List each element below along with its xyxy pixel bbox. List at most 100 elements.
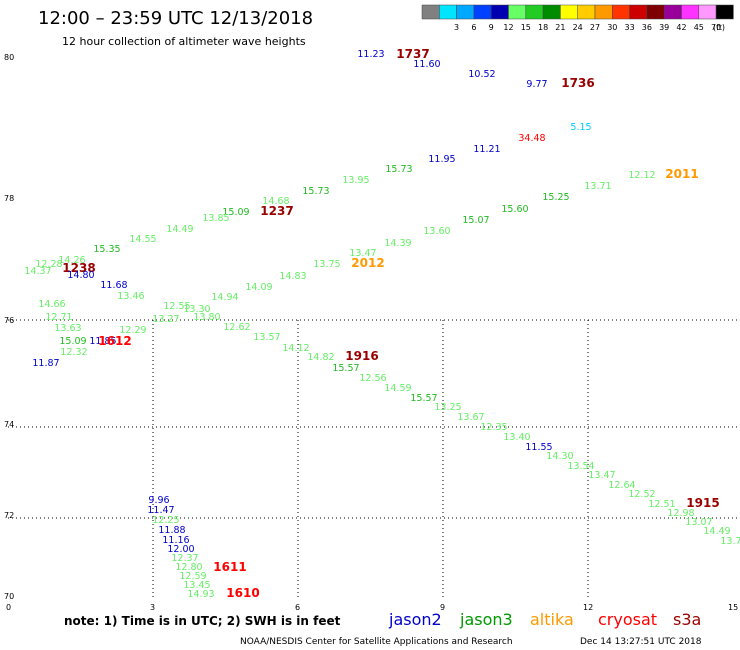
wave-height-value: 15.09	[222, 207, 249, 218]
wave-height-value: 13.75	[313, 259, 340, 270]
wave-height-value: 13.73	[720, 536, 740, 547]
lat-label: 72	[4, 511, 14, 520]
legend-swatch	[525, 4, 544, 20]
wave-height-value: 11.21	[473, 144, 500, 155]
wave-height-value: 12.71	[45, 312, 72, 323]
legend-swatch	[646, 4, 665, 20]
legend-swatch	[715, 4, 734, 20]
legend-tick-label: 42	[676, 23, 686, 32]
wave-height-value: 13.95	[342, 175, 369, 186]
footer-note: note: 1) Time is in UTC; 2) SWH is in fe…	[64, 614, 341, 628]
wave-height-value: 9.96	[148, 495, 169, 506]
wave-height-value: 12.32	[60, 347, 87, 358]
wave-height-value: 13.30	[183, 304, 210, 315]
wave-height-value: 14.94	[211, 292, 238, 303]
legend-tick-label: 70	[711, 23, 721, 32]
pass-time-label: 1611	[213, 560, 246, 574]
wave-height-value: 11.47	[147, 505, 174, 516]
wave-height-value: 12.25	[152, 515, 179, 526]
legend-tick-label: 27	[590, 23, 600, 32]
pass-time-label: 1916	[345, 349, 378, 363]
legend-swatch	[473, 4, 492, 20]
wave-height-value: 14.49	[703, 526, 730, 537]
wave-height-value: 13.45	[183, 580, 210, 591]
wave-height-value: 14.12	[282, 343, 309, 354]
wave-height-value: 13.47	[588, 470, 615, 481]
wave-height-value: 11.23	[357, 49, 384, 60]
wave-height-value: 12.52	[628, 489, 655, 500]
pass-time-label: 1238	[62, 261, 95, 275]
wave-height-value: 14.55	[129, 234, 156, 245]
wave-height-value: 12.35	[480, 422, 507, 433]
legend-tick-label: 3	[454, 23, 459, 32]
wave-height-value: 13.85	[202, 213, 229, 224]
pass-time-label: 1737	[396, 47, 429, 61]
map-title: 12:00 – 23:59 UTC 12/13/2018	[38, 8, 313, 29]
pass-time-label: 1612	[98, 334, 131, 348]
time-axis-labels: 0 3 6 9 12 15	[6, 603, 738, 612]
wave-height-value: 14.59	[384, 383, 411, 394]
wave-height-value: 12.51	[648, 499, 675, 510]
time-label: 15	[728, 603, 738, 612]
time-label: 9	[440, 603, 445, 612]
pass-time-label: 1736	[561, 76, 594, 90]
wave-height-value: 13.67	[457, 412, 484, 423]
legend-unit: (ft)	[713, 23, 725, 32]
satellite-label-altika: altika	[530, 610, 574, 629]
wave-height-value: 11.85	[89, 336, 116, 347]
legend-tick-label: 33	[625, 23, 635, 32]
legend-tick-label: 30	[607, 23, 617, 32]
wave-height-value: 11.16	[162, 535, 189, 546]
wave-height-value: 12.59	[179, 571, 206, 582]
lat-label: 74	[4, 420, 14, 429]
legend-tick-label: 18	[538, 23, 548, 32]
lat-label: 70	[4, 592, 14, 601]
legend-swatch	[560, 4, 578, 20]
time-label: 12	[583, 603, 593, 612]
pass-time-label: 2012	[351, 256, 384, 270]
color-scale-legend: 3 6 9 12 15 18 21 24 27 30 33 36 39 42 45 70	[421, 4, 734, 32]
wave-height-value: 13.80	[193, 312, 220, 323]
wave-height-value: 15.57	[410, 393, 437, 404]
wave-height-value: 13.63	[54, 323, 81, 334]
wave-height-value: 13.07	[685, 517, 712, 528]
wave-height-value: 9.77	[526, 79, 547, 90]
legend-swatch	[629, 4, 648, 20]
pass-time-label: 1237	[260, 204, 293, 218]
legend-tick-label: 45	[694, 23, 704, 32]
wave-height-value: 13.60	[423, 226, 450, 237]
latitude-labels: 80 78 76 74 72 70	[4, 53, 14, 601]
wave-height-value: 12.62	[223, 322, 250, 333]
satellite-label-jason3: jason3	[459, 610, 513, 629]
wave-height-value: 15.07	[462, 215, 489, 226]
lat-label: 80	[4, 53, 14, 62]
legend-tick-label: 36	[642, 23, 652, 32]
wave-height-value: 13.54	[567, 461, 594, 472]
legend-swatch	[456, 4, 475, 20]
wave-height-value: 14.09	[245, 282, 272, 293]
satellite-label-cryosat: cryosat	[598, 610, 657, 629]
wave-height-value: 14.30	[546, 451, 573, 462]
wave-height-value: 14.49	[166, 224, 193, 235]
wave-height-value: 15.09	[59, 336, 86, 347]
time-label: 3	[150, 603, 155, 612]
wave-height-value: 14.83	[279, 271, 306, 282]
legend-swatch	[612, 4, 630, 20]
wave-height-value: 11.60	[413, 59, 440, 70]
pass-time-label: 2011	[665, 167, 698, 181]
legend-swatch	[542, 4, 561, 20]
wave-height-value: 15.60	[501, 204, 528, 215]
legend-tick-label: 15	[521, 23, 531, 32]
wave-height-value: 15.73	[302, 186, 329, 197]
wave-height-value: 10.52	[468, 69, 495, 80]
wave-height-value: 12.28	[35, 259, 62, 270]
wave-height-value: 34.48	[518, 133, 545, 144]
legend-tick-label: 12	[503, 23, 513, 32]
wave-height-value: 12.55	[163, 301, 190, 312]
wave-height-value: 14.39	[384, 238, 411, 249]
wave-height-value: 13.47	[349, 248, 376, 259]
pass-time-label: 1915	[686, 496, 719, 510]
legend-tick-label: 39	[659, 23, 669, 32]
